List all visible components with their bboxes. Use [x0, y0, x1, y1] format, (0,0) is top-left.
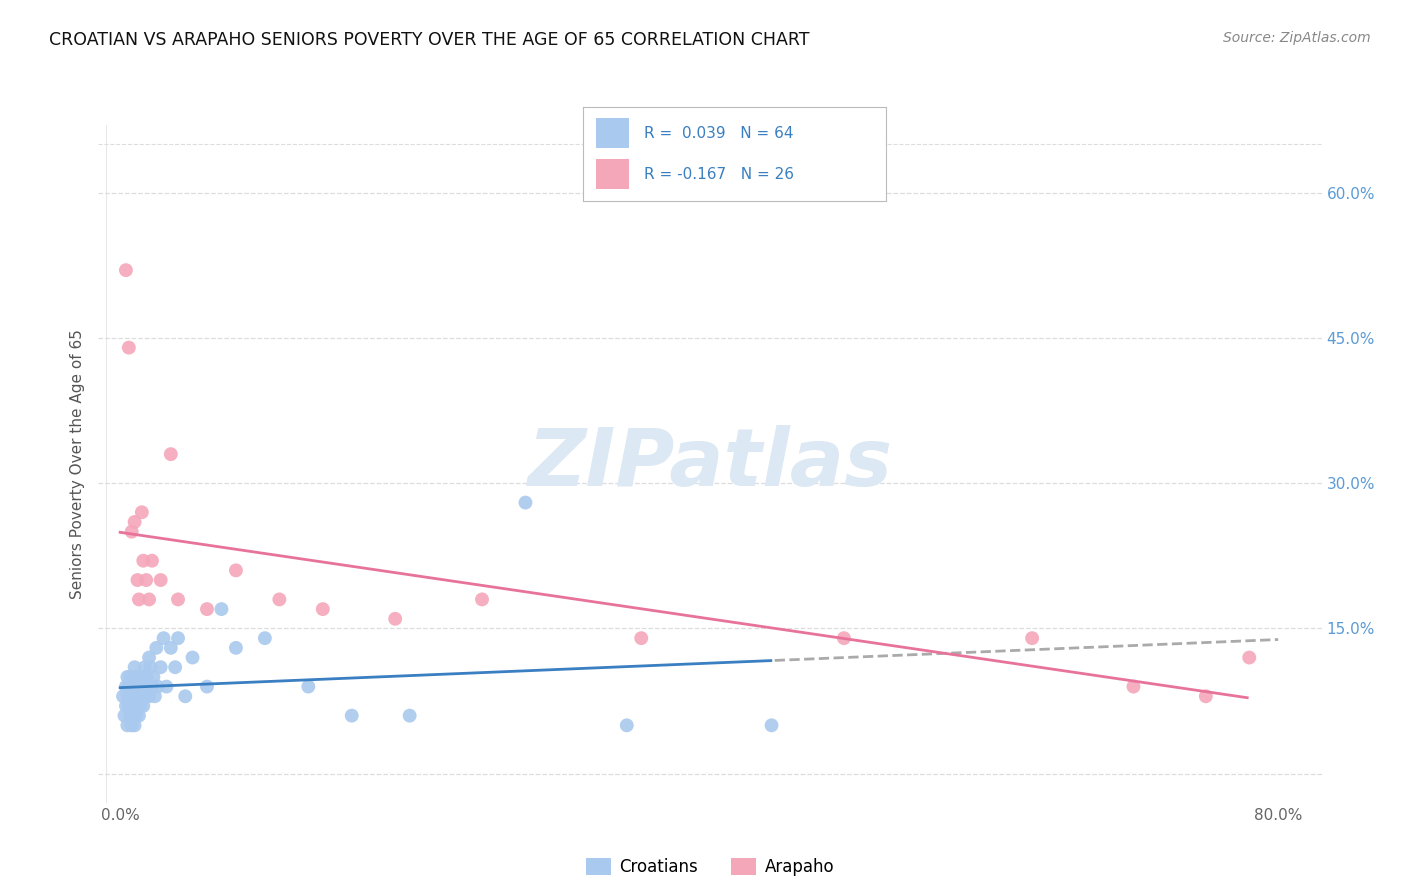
Point: [141, 554, 163, 568]
Point: [181, 650, 204, 665]
Point: [134, 660, 156, 674]
Point: [115, 680, 138, 694]
Point: [131, 690, 153, 704]
Point: [761, 718, 783, 732]
Point: [167, 592, 190, 607]
Point: [630, 631, 652, 645]
Text: R =  0.039   N = 64: R = 0.039 N = 64: [644, 126, 793, 141]
Point: [398, 708, 420, 723]
Point: [1195, 690, 1218, 704]
Point: [125, 670, 148, 684]
Point: [616, 718, 638, 732]
FancyBboxPatch shape: [596, 119, 628, 148]
Point: [145, 640, 167, 655]
Point: [124, 718, 146, 732]
Point: [195, 680, 218, 694]
Text: R = -0.167   N = 26: R = -0.167 N = 26: [644, 167, 794, 182]
Point: [132, 680, 155, 694]
Point: [155, 680, 177, 694]
Point: [471, 592, 494, 607]
Point: [1122, 680, 1144, 694]
Point: [165, 660, 187, 674]
Point: [112, 690, 135, 704]
Point: [146, 680, 169, 694]
Point: [125, 708, 148, 723]
Point: [159, 447, 181, 461]
Point: [118, 698, 141, 713]
Point: [138, 690, 160, 704]
Point: [129, 680, 152, 694]
Point: [143, 690, 166, 704]
Point: [121, 718, 143, 732]
Point: [167, 631, 190, 645]
Point: [159, 640, 181, 655]
Point: [132, 554, 155, 568]
Point: [115, 263, 138, 277]
Point: [142, 670, 165, 684]
Point: [135, 670, 157, 684]
Point: [139, 660, 162, 674]
Point: [117, 718, 139, 732]
Point: [121, 524, 143, 539]
Point: [115, 698, 138, 713]
Point: [124, 660, 146, 674]
Point: [131, 670, 153, 684]
Point: [832, 631, 855, 645]
Point: [135, 573, 157, 587]
Point: [225, 563, 247, 577]
Point: [117, 690, 139, 704]
Point: [121, 680, 143, 694]
Point: [127, 698, 149, 713]
Point: [122, 708, 145, 723]
Point: [225, 640, 247, 655]
Point: [1021, 631, 1043, 645]
Point: [114, 708, 136, 723]
Point: [122, 690, 145, 704]
Point: [211, 602, 233, 616]
Point: [128, 592, 150, 607]
Point: [515, 495, 537, 509]
Point: [136, 680, 159, 694]
Point: [127, 680, 149, 694]
Point: [118, 680, 141, 694]
Point: [120, 670, 142, 684]
Point: [253, 631, 276, 645]
Point: [118, 341, 141, 355]
Point: [124, 515, 146, 529]
Point: [269, 592, 291, 607]
Point: [128, 690, 150, 704]
Point: [138, 592, 160, 607]
Point: [174, 690, 197, 704]
Point: [149, 660, 172, 674]
Point: [129, 698, 152, 713]
Point: [297, 680, 319, 694]
Point: [340, 708, 363, 723]
Point: [124, 680, 146, 694]
Point: [127, 573, 149, 587]
Point: [117, 670, 139, 684]
Point: [132, 698, 155, 713]
Point: [141, 680, 163, 694]
Point: [1239, 650, 1261, 665]
Point: [384, 612, 406, 626]
Point: [120, 690, 142, 704]
Point: [195, 602, 218, 616]
FancyBboxPatch shape: [596, 160, 628, 189]
Point: [128, 708, 150, 723]
Point: [120, 708, 142, 723]
Point: [121, 698, 143, 713]
Text: CROATIAN VS ARAPAHO SENIORS POVERTY OVER THE AGE OF 65 CORRELATION CHART: CROATIAN VS ARAPAHO SENIORS POVERTY OVER…: [49, 31, 810, 49]
Point: [152, 631, 174, 645]
Point: [138, 650, 160, 665]
Point: [124, 698, 146, 713]
Y-axis label: Seniors Poverty Over the Age of 65: Seniors Poverty Over the Age of 65: [70, 329, 86, 599]
Point: [312, 602, 335, 616]
Point: [125, 690, 148, 704]
Text: ZIPatlas: ZIPatlas: [527, 425, 893, 503]
Point: [149, 573, 172, 587]
Text: Source: ZipAtlas.com: Source: ZipAtlas.com: [1223, 31, 1371, 45]
Point: [131, 505, 153, 519]
Point: [135, 690, 157, 704]
Legend: Croatians, Arapaho: Croatians, Arapaho: [579, 851, 841, 882]
